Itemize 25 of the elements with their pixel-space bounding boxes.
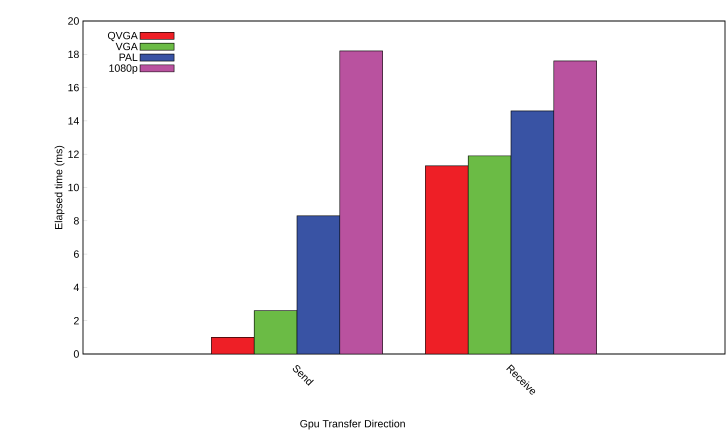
bar [296,216,340,354]
y-tick-label: 0 [74,350,79,358]
legend-label: QVGA [108,32,138,42]
y-tick-label: 18 [68,50,79,58]
legend-label: PAL [120,54,138,61]
bar [468,156,512,354]
y-tick-label: 12 [68,150,79,158]
bar [254,310,298,354]
bar [554,60,597,354]
y-tick-label: 16 [68,84,79,92]
legend-label: 1080p [109,64,138,74]
y-axis-title: Elapsed time (ms) [54,146,64,229]
x-axis-title: Gpu Transfer Direction [300,420,405,430]
bar [211,337,254,354]
legend-label: VGA [116,42,138,50]
y-tick-label: 8 [74,217,79,225]
y-tick-label: 2 [74,317,79,324]
bar [510,110,554,354]
y-tick-label: 4 [74,284,79,292]
y-tick-label: 10 [68,184,79,192]
y-tick-label: 20 [68,17,79,25]
bar [340,50,383,354]
y-tick-label: 6 [74,250,79,258]
y-tick-label: 14 [68,117,79,125]
bar [425,166,469,354]
